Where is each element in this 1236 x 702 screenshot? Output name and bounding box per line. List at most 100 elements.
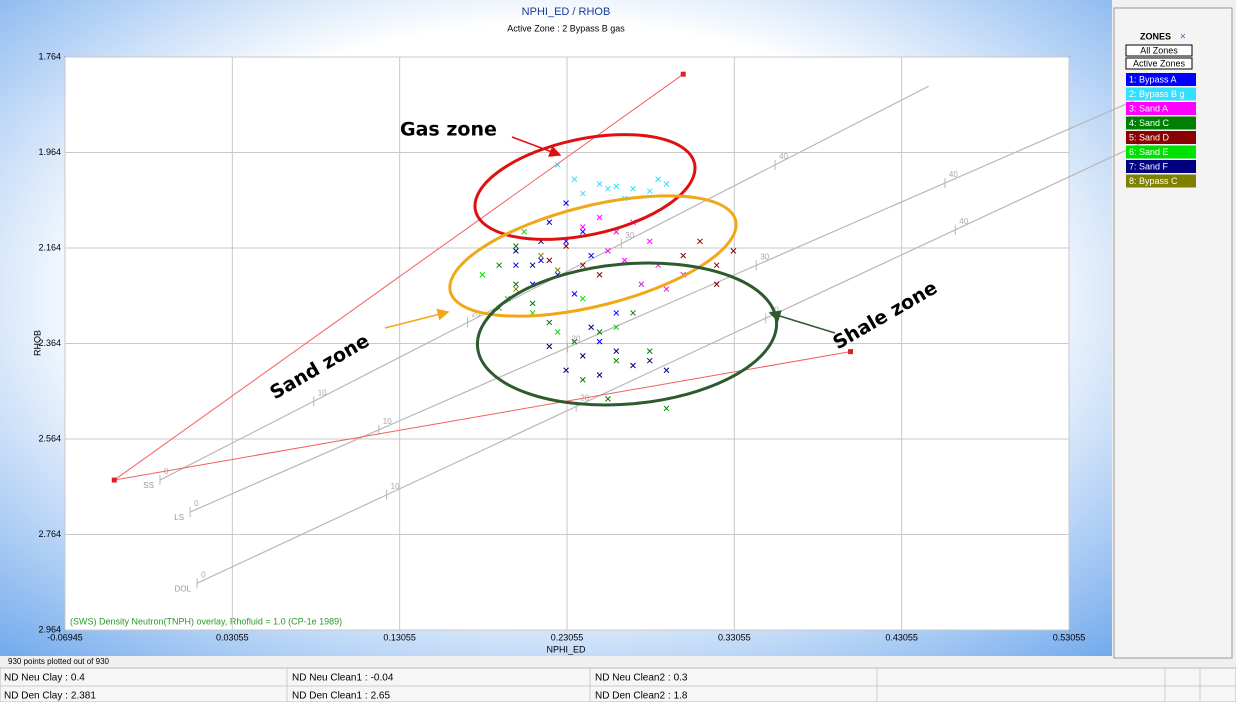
lithology-label: SS xyxy=(143,481,154,490)
scatter-point xyxy=(605,185,611,192)
scatter-point xyxy=(513,243,519,249)
scatter-point xyxy=(697,238,703,245)
param-value: 1.8 xyxy=(674,691,688,702)
y-tick-label: 1.964 xyxy=(38,147,61,157)
porosity-label: 10 xyxy=(391,482,400,491)
porosity-label: 10 xyxy=(383,417,392,426)
zone-button[interactable] xyxy=(1125,44,1193,57)
param-label: ND Neu Clean1 : xyxy=(292,673,368,684)
scatter-point xyxy=(579,224,586,230)
scatter-point xyxy=(579,295,586,302)
legend-label[interactable]: 4: Sand C xyxy=(1129,118,1170,128)
scatter-point xyxy=(646,238,653,245)
scatter-point xyxy=(613,357,620,364)
y-tick-label: 2.564 xyxy=(38,433,61,443)
scatter-point xyxy=(571,338,578,345)
endpoint xyxy=(111,477,117,483)
scatter-point xyxy=(663,181,670,187)
plot-layer: -0.06945 0.03055 0.13055 0.23055 0.33055 0.43… xyxy=(38,51,1146,642)
porosity-label: 30 xyxy=(625,231,634,240)
legend-label[interactable]: 7: Sand F xyxy=(1129,161,1169,171)
scatter-point xyxy=(529,300,536,307)
y-tick-label: 1.764 xyxy=(38,51,61,61)
scatter-point xyxy=(538,252,544,259)
scatter-point xyxy=(513,248,519,254)
scatter-point xyxy=(630,310,636,316)
zones-title: ZONES xyxy=(1140,31,1171,41)
scatter-point xyxy=(630,185,636,192)
scatter-point xyxy=(621,257,628,264)
scatter-point xyxy=(646,188,653,195)
scatter-point xyxy=(588,324,595,331)
x-tick-label: 0.53055 xyxy=(1053,632,1086,642)
scatter-point xyxy=(663,367,670,374)
legend-swatch[interactable] xyxy=(1126,116,1196,130)
legend-label[interactable]: 3: Sand A xyxy=(1129,103,1168,113)
scatter-point xyxy=(596,372,603,378)
zone-button[interactable] xyxy=(1125,57,1193,70)
zone-button-label[interactable]: All Zones xyxy=(1140,45,1178,55)
scatter-point xyxy=(513,262,519,269)
scatter-point xyxy=(571,290,578,297)
scatter-point xyxy=(596,271,603,278)
scatter-point xyxy=(546,257,553,264)
lithology-line xyxy=(159,85,930,481)
scatter-point xyxy=(579,376,586,383)
y-tick-label: 2.164 xyxy=(38,242,61,252)
legend-swatch[interactable] xyxy=(1126,73,1196,86)
porosity-label: 40 xyxy=(959,217,968,226)
legend-label[interactable]: 5: Sand D xyxy=(1129,132,1170,142)
scatter-point xyxy=(605,396,611,402)
sand-ellipse xyxy=(448,194,738,318)
scatter-point xyxy=(596,181,603,187)
legend-label[interactable]: 8: Bypass C xyxy=(1129,176,1178,186)
scatter-point xyxy=(596,329,603,335)
scatter-point xyxy=(588,252,595,259)
clay-line xyxy=(114,351,851,481)
scatter-point xyxy=(546,343,553,350)
legend-swatch[interactable] xyxy=(1126,131,1196,144)
scatter-point xyxy=(646,357,653,364)
porosity-label: 0 xyxy=(194,499,199,508)
scatter-point xyxy=(579,353,586,359)
x-tick-label: 0.43055 xyxy=(885,632,918,642)
scatter-point xyxy=(680,252,687,259)
legend-label[interactable]: 2: Bypass B g xyxy=(1129,89,1185,99)
scatter-point xyxy=(571,176,578,183)
legend-label[interactable]: 6: Sand E xyxy=(1129,147,1169,157)
y-axis-label: RHOB xyxy=(32,330,42,356)
legend-swatch[interactable] xyxy=(1126,174,1196,188)
legend-swatch[interactable] xyxy=(1126,102,1196,115)
legend-swatch[interactable] xyxy=(1126,87,1196,101)
lithology-line xyxy=(196,140,1146,584)
legend-swatch[interactable] xyxy=(1126,145,1196,159)
scatter-point xyxy=(713,281,720,288)
x-tick-label: 0.13055 xyxy=(383,632,416,642)
porosity-label: 10 xyxy=(318,388,327,397)
legend: All Zones Active Zones 1: Bypass A 2: Bypas… xyxy=(1125,44,1196,188)
zones-close[interactable]: × xyxy=(1180,32,1186,43)
endpoint xyxy=(680,71,686,77)
scatter-point xyxy=(554,329,561,335)
zone-button-label[interactable]: Active Zones xyxy=(1133,58,1186,68)
param-value: 2.65 xyxy=(371,691,391,702)
y-tick-label: 2.964 xyxy=(38,624,61,634)
scatter-point xyxy=(663,286,670,292)
scatter-point xyxy=(730,248,737,254)
scatter-point xyxy=(630,362,636,369)
x-tick-label: -0.06945 xyxy=(47,632,83,642)
porosity-label: 40 xyxy=(779,152,788,161)
sand-arrow xyxy=(384,308,450,329)
porosity-label: 30 xyxy=(760,252,769,261)
overlay-note: (SWS) Density Neutron(TNPH) overlay, Rho… xyxy=(70,616,342,626)
legend-swatch[interactable] xyxy=(1126,160,1196,173)
scatter-point xyxy=(663,405,670,412)
shale-arrow xyxy=(768,310,836,334)
legend-label[interactable]: 1: Bypass A xyxy=(1129,74,1177,84)
y-tick-label: 2.364 xyxy=(38,338,61,348)
scatter-point xyxy=(554,267,561,273)
scatter-point xyxy=(596,214,603,221)
scatter-point xyxy=(563,367,569,374)
scatter-point xyxy=(538,257,544,264)
